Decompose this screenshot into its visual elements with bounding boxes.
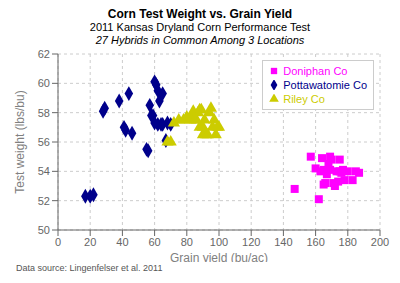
svg-text:50: 50 [38, 224, 50, 236]
svg-text:60: 60 [148, 236, 160, 248]
html-text:Pottawatomie Co: Pottawatomie Co [283, 79, 367, 91]
svg-text:200: 200 [371, 236, 389, 248]
svg-text:140: 140 [274, 236, 292, 248]
svg-text:58: 58 [38, 107, 50, 119]
html-text:Corn Test Weight vs. Grain Yie: Corn Test Weight vs. Grain Yield [107, 7, 293, 21]
svg-text:0: 0 [55, 236, 61, 248]
html-text:Doniphan Co: Doniphan Co [283, 65, 348, 77]
svg-text:54: 54 [38, 165, 50, 177]
html-text:Data source: Lingenfelser et a: Data source: Lingenfelser et al. 2011 [16, 263, 163, 273]
svg-text:40: 40 [116, 236, 128, 248]
svg-text:Test weight (lbs/bu): Test weight (lbs/bu) [13, 90, 27, 193]
svg-text:62: 62 [38, 48, 50, 60]
svg-text:52: 52 [38, 195, 50, 207]
svg-text:60: 60 [38, 77, 50, 89]
svg-text:56: 56 [38, 136, 50, 148]
svg-text:Grain yield (bu/ac): Grain yield (bu/ac) [170, 251, 268, 262]
svg-text:160: 160 [306, 236, 324, 248]
svg-text:180: 180 [339, 236, 357, 248]
html-text:2011 Kansas Dryland Corn Perfo: 2011 Kansas Dryland Corn Performance Tes… [89, 21, 311, 33]
html-text:Riley Co: Riley Co [283, 93, 325, 105]
svg-text:120: 120 [242, 236, 260, 248]
svg-text:80: 80 [181, 236, 193, 248]
svg-text:20: 20 [84, 236, 96, 248]
svg-text:100: 100 [210, 236, 228, 248]
html-text:27 Hybrids in Common Among 3 L: 27 Hybrids in Common Among 3 Locations [95, 34, 305, 46]
